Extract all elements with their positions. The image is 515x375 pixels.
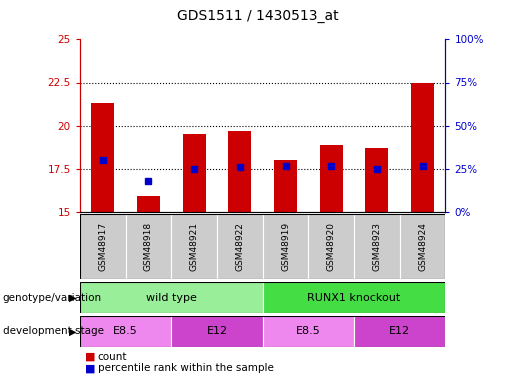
Text: ■: ■ <box>85 363 95 373</box>
Text: ■: ■ <box>85 352 95 362</box>
Bar <box>91 103 114 212</box>
Text: GSM48918: GSM48918 <box>144 222 153 271</box>
Bar <box>80 214 126 279</box>
Bar <box>274 160 297 212</box>
Bar <box>183 134 205 212</box>
Bar <box>217 214 263 279</box>
Text: GSM48920: GSM48920 <box>327 222 336 271</box>
Bar <box>80 282 263 313</box>
Bar <box>126 214 171 279</box>
Bar <box>354 214 400 279</box>
Text: development stage: development stage <box>3 327 104 336</box>
Text: RUNX1 knockout: RUNX1 knockout <box>307 293 401 303</box>
Text: GSM48921: GSM48921 <box>190 222 199 271</box>
Bar <box>366 148 388 212</box>
Bar <box>411 82 434 212</box>
Bar <box>308 214 354 279</box>
Text: GSM48919: GSM48919 <box>281 222 290 271</box>
Text: percentile rank within the sample: percentile rank within the sample <box>98 363 274 373</box>
Bar <box>137 196 160 212</box>
Text: GDS1511 / 1430513_at: GDS1511 / 1430513_at <box>177 9 338 23</box>
Bar <box>263 316 354 347</box>
Text: ▶: ▶ <box>68 293 76 303</box>
Bar <box>171 316 263 347</box>
Bar <box>263 214 308 279</box>
Text: count: count <box>98 352 127 362</box>
Text: genotype/variation: genotype/variation <box>3 293 101 303</box>
Text: GSM48922: GSM48922 <box>235 222 244 271</box>
Bar <box>228 131 251 212</box>
Bar <box>400 214 445 279</box>
Bar <box>320 145 342 212</box>
Text: E8.5: E8.5 <box>296 327 321 336</box>
Text: GSM48924: GSM48924 <box>418 222 427 271</box>
Text: ▶: ▶ <box>68 327 76 336</box>
Text: E12: E12 <box>389 327 410 336</box>
Bar <box>171 214 217 279</box>
Bar <box>354 316 445 347</box>
Text: wild type: wild type <box>146 293 197 303</box>
Text: GSM48917: GSM48917 <box>98 222 107 271</box>
Text: E8.5: E8.5 <box>113 327 138 336</box>
Text: GSM48923: GSM48923 <box>372 222 382 271</box>
Bar <box>80 316 171 347</box>
Text: E12: E12 <box>207 327 228 336</box>
Bar <box>263 282 445 313</box>
